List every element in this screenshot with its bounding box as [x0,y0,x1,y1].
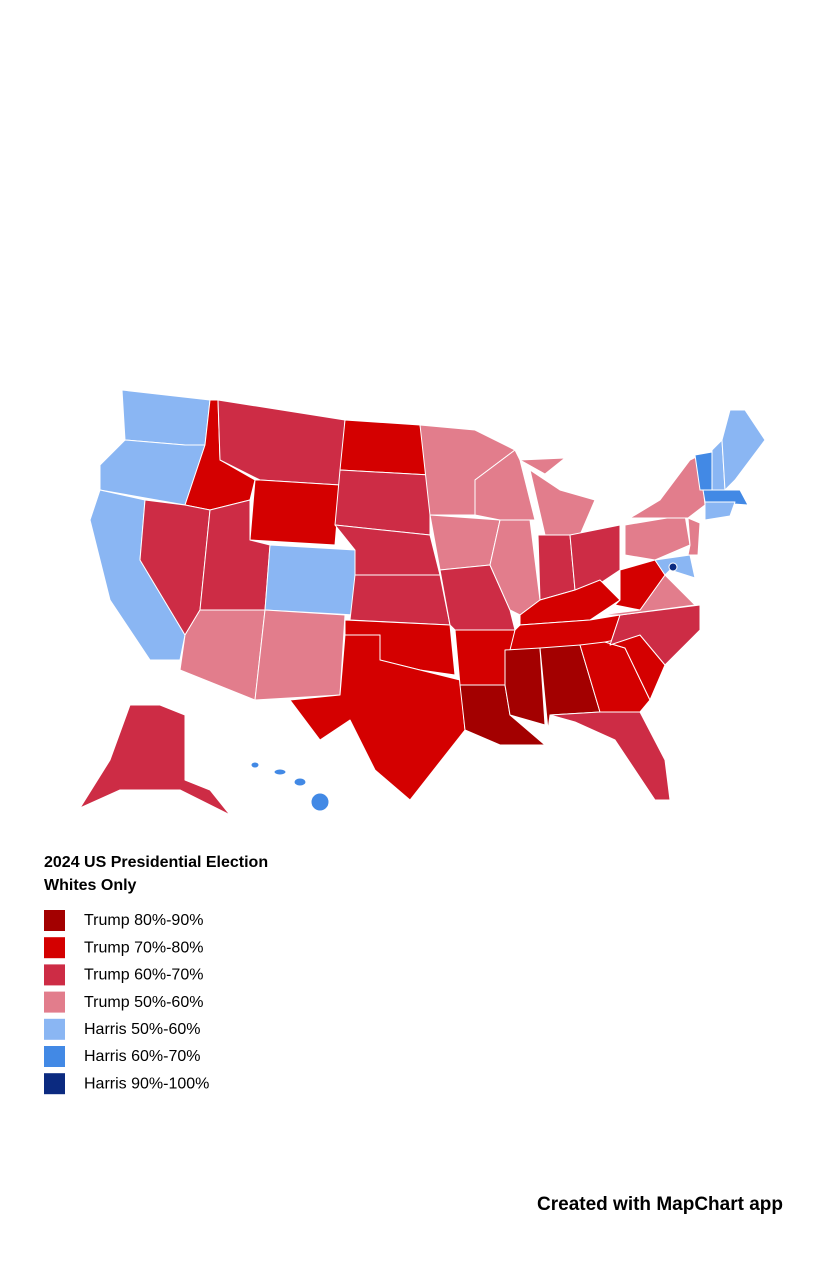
state [339,419,431,476]
state [293,777,307,787]
state [334,469,431,536]
state [273,768,287,776]
state [310,792,330,812]
state [721,409,766,491]
state [599,574,696,616]
state [254,609,346,701]
legend-swatch [44,910,65,931]
legend-label: Trump 80%-90% [84,912,203,929]
legend-swatch [44,1018,65,1040]
state [79,704,231,816]
legend-subtitle: Whites Only [44,877,137,894]
state [179,609,266,701]
us-map [79,389,766,816]
legend-swatch [44,1046,65,1067]
legend-swatch [44,1073,65,1095]
state [474,449,536,521]
state [504,647,546,726]
state [349,574,451,626]
state [704,501,736,521]
state [569,524,621,591]
legend-swatch [44,964,65,986]
state [529,469,596,536]
state [121,389,211,446]
state [549,711,671,801]
state [249,479,341,546]
legend-label: Harris 50%-60% [84,1021,200,1038]
state [537,534,576,601]
state [702,489,749,506]
footer: Created with MapChart app [537,1194,783,1215]
state [629,454,706,519]
legend-label: Harris 60%-70% [84,1048,200,1065]
legend-swatch [44,991,65,1013]
legend-label: Harris 90%-100% [84,1075,209,1092]
state [624,514,691,561]
legend-swatch [44,937,65,959]
state [289,634,466,801]
state [687,517,701,556]
legend-title: 2024 US Presidential Election [44,854,268,871]
state [264,544,356,616]
state [250,761,260,769]
legend-label: Trump 60%-70% [84,967,203,984]
legend-label: Trump 50%-60% [84,994,203,1011]
state [429,514,501,571]
legend: Trump 80%-90% Trump 70%-80% Trump 60%-70% T… [44,910,209,1095]
dc-marker [668,562,678,572]
state [519,457,566,475]
legend-label: Trump 70%-80% [84,939,203,956]
